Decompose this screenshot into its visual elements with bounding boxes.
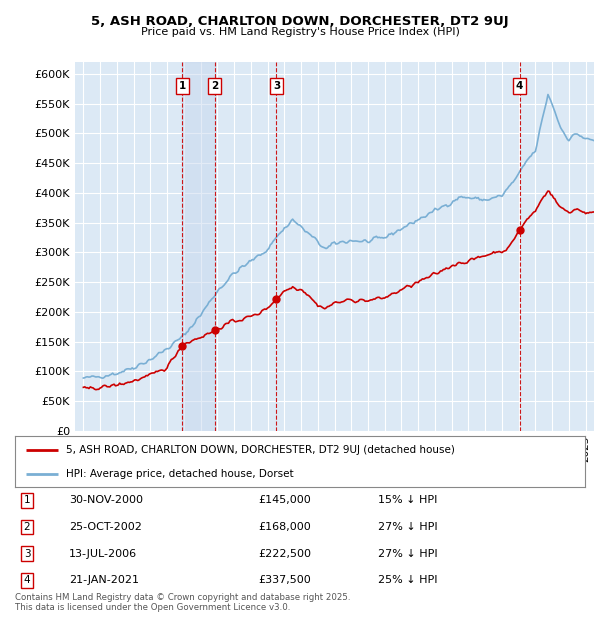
Text: Contains HM Land Registry data © Crown copyright and database right 2025.
This d: Contains HM Land Registry data © Crown c…	[15, 593, 350, 612]
Text: HPI: Average price, detached house, Dorset: HPI: Average price, detached house, Dors…	[66, 469, 294, 479]
Text: 4: 4	[516, 81, 523, 91]
Text: 5, ASH ROAD, CHARLTON DOWN, DORCHESTER, DT2 9UJ: 5, ASH ROAD, CHARLTON DOWN, DORCHESTER, …	[91, 15, 509, 28]
Text: £168,000: £168,000	[258, 522, 311, 532]
Text: £337,500: £337,500	[258, 575, 311, 585]
Text: 3: 3	[23, 549, 31, 559]
Text: 13-JUL-2006: 13-JUL-2006	[69, 549, 137, 559]
Text: 5, ASH ROAD, CHARLTON DOWN, DORCHESTER, DT2 9UJ (detached house): 5, ASH ROAD, CHARLTON DOWN, DORCHESTER, …	[66, 445, 455, 455]
Text: 27% ↓ HPI: 27% ↓ HPI	[378, 549, 437, 559]
Text: 15% ↓ HPI: 15% ↓ HPI	[378, 495, 437, 505]
Text: 4: 4	[23, 575, 31, 585]
Text: 3: 3	[273, 81, 280, 91]
Text: £145,000: £145,000	[258, 495, 311, 505]
Text: 25-OCT-2002: 25-OCT-2002	[69, 522, 142, 532]
Text: 2: 2	[211, 81, 218, 91]
Text: 1: 1	[179, 81, 186, 91]
Text: Price paid vs. HM Land Registry's House Price Index (HPI): Price paid vs. HM Land Registry's House …	[140, 27, 460, 37]
Bar	[182, 62, 215, 431]
Text: 30-NOV-2000: 30-NOV-2000	[69, 495, 143, 505]
Text: £222,500: £222,500	[258, 549, 311, 559]
Text: 2: 2	[23, 522, 31, 532]
Text: 25% ↓ HPI: 25% ↓ HPI	[378, 575, 437, 585]
Text: 27% ↓ HPI: 27% ↓ HPI	[378, 522, 437, 532]
Text: 1: 1	[23, 495, 31, 505]
Text: 21-JAN-2021: 21-JAN-2021	[69, 575, 139, 585]
